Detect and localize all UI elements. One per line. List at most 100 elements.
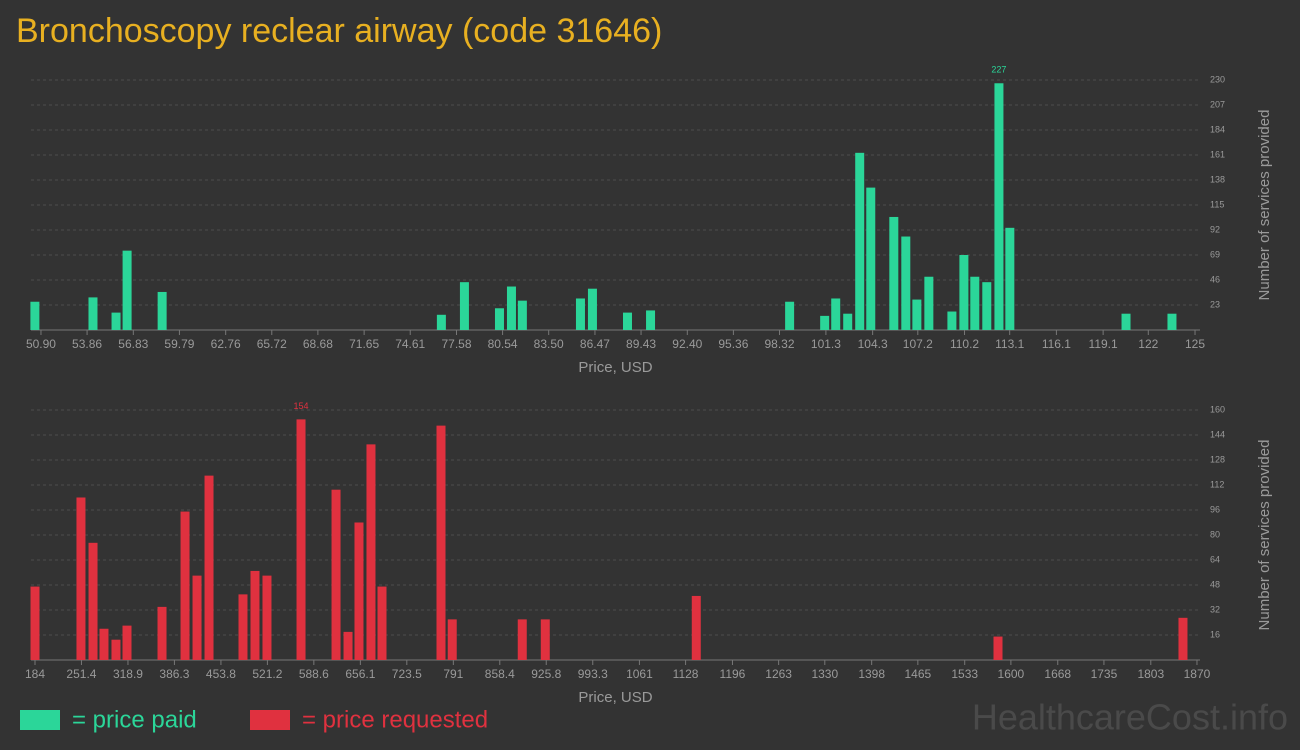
bar: [517, 300, 527, 330]
x-tick-label: 1465: [904, 667, 931, 681]
y-tick-label: 16: [1210, 629, 1220, 639]
bar: [494, 308, 504, 330]
watermark: HealthcareCost.info: [972, 697, 1288, 738]
x-tick-label: 104.3: [858, 337, 888, 351]
x-tick-label: 1061: [626, 667, 653, 681]
bar: [238, 594, 248, 660]
bar: [296, 419, 306, 660]
bar: [180, 511, 190, 660]
y-axis-label: Number of services provided: [1256, 110, 1273, 301]
x-tick-label: 251.4: [66, 667, 96, 681]
bar: [820, 315, 830, 330]
bar: [1178, 617, 1188, 660]
x-tick-label: 119.1: [1089, 337, 1118, 351]
bar: [204, 475, 214, 660]
bar: [366, 444, 376, 660]
bar: [88, 297, 98, 330]
legend-swatch: [250, 710, 290, 730]
bar: [262, 575, 272, 660]
bar: [30, 586, 40, 660]
bar: [1121, 313, 1131, 330]
bar: [1005, 227, 1015, 330]
x-axis-label: Price, USD: [578, 359, 652, 376]
x-tick-label: 1735: [1091, 667, 1118, 681]
y-tick-label: 128: [1210, 454, 1225, 464]
bar: [1167, 313, 1177, 330]
y-tick-label: 230: [1210, 74, 1225, 84]
bar: [343, 631, 353, 660]
bar: [831, 298, 841, 330]
bar: [901, 236, 911, 330]
y-tick-label: 184: [1210, 124, 1225, 134]
x-tick-label: 110.2: [950, 337, 979, 351]
x-tick-label: 925.8: [531, 667, 561, 681]
y-tick-label: 69: [1210, 249, 1220, 259]
x-tick-label: 50.90: [26, 337, 56, 351]
bar: [76, 497, 86, 660]
y-tick-label: 161: [1210, 149, 1225, 159]
x-tick-label: 74.61: [395, 337, 425, 351]
x-tick-label: 1870: [1184, 667, 1211, 681]
bar: [993, 636, 1003, 660]
bar: [540, 619, 550, 660]
x-tick-label: 122: [1138, 337, 1158, 351]
x-tick-label: 1196: [720, 667, 746, 681]
bar: [88, 542, 98, 660]
bar: [912, 299, 922, 330]
x-tick-label: 318.9: [113, 667, 143, 681]
bar: [436, 425, 446, 660]
x-tick-label: 92.40: [672, 337, 702, 351]
x-tick-label: 98.32: [764, 337, 794, 351]
x-tick-label: 1128: [673, 667, 699, 681]
y-tick-label: 96: [1210, 504, 1220, 514]
x-tick-label: 59.79: [164, 337, 194, 351]
bar: [924, 276, 934, 330]
bar: [30, 301, 40, 330]
x-tick-label: 1600: [998, 667, 1025, 681]
bar: [354, 522, 364, 660]
bar: [517, 619, 527, 660]
x-tick-label: 656.1: [345, 667, 375, 681]
x-tick-label: 1263: [765, 667, 792, 681]
bar: [436, 314, 446, 330]
bar: [994, 83, 1004, 331]
y-tick-label: 23: [1210, 299, 1220, 309]
x-tick-label: 101.3: [811, 337, 841, 351]
bar: [111, 312, 121, 330]
y-tick-label: 46: [1210, 274, 1220, 284]
x-tick-label: 588.6: [299, 667, 329, 681]
y-tick-label: 80: [1210, 529, 1220, 539]
y-tick-label: 207: [1210, 99, 1225, 109]
y-tick-label: 160: [1210, 404, 1225, 414]
legend-swatch: [20, 710, 60, 730]
bar: [157, 606, 167, 660]
x-tick-label: 116.1: [1042, 337, 1071, 351]
chart-title: Bronchoscopy reclear airway (code 31646): [16, 12, 662, 50]
x-tick-label: 453.8: [206, 667, 236, 681]
x-tick-label: 113.1: [995, 337, 1024, 351]
bar: [947, 311, 957, 330]
x-tick-label: 86.47: [580, 337, 610, 351]
x-tick-label: 184: [25, 667, 45, 681]
bar: [575, 298, 585, 330]
x-tick-label: 521.2: [252, 667, 282, 681]
x-tick-label: 723.5: [392, 667, 422, 681]
y-tick-label: 144: [1210, 429, 1225, 439]
x-tick-label: 386.3: [159, 667, 189, 681]
x-tick-label: 791: [443, 667, 463, 681]
bar: [691, 595, 701, 660]
bar: [111, 639, 121, 660]
y-axis-label: Number of services provided: [1256, 440, 1273, 631]
bar: [646, 310, 656, 330]
x-tick-label: 89.43: [626, 337, 656, 351]
legend-label: = price requested: [302, 706, 488, 733]
bar: [843, 313, 853, 330]
x-tick-label: 1398: [858, 667, 885, 681]
bar: [785, 301, 795, 330]
x-tick-label: 95.36: [718, 337, 748, 351]
x-tick-label: 71.65: [349, 337, 379, 351]
x-tick-label: 65.72: [257, 337, 287, 351]
